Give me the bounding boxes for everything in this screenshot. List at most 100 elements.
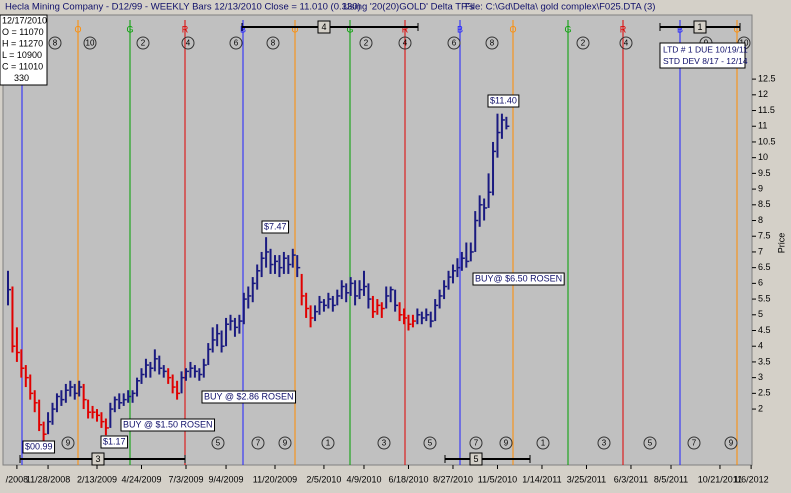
annotation: $00.99: [25, 441, 53, 451]
y-tick-label: 2: [758, 403, 763, 413]
cycle-letter: G: [564, 24, 571, 34]
bottom-circle: [499, 436, 513, 450]
subtitle: Using '20(20)GOLD' Delta TP's: [343, 2, 474, 13]
y-tick-label: 5: [758, 309, 763, 319]
top-circle-label: 8: [490, 39, 495, 48]
top-circle-label: 6: [234, 39, 239, 48]
x-tick-label: 8/5/2011: [654, 474, 688, 484]
cycle-letter: B: [457, 24, 463, 34]
top-circle: [136, 36, 150, 50]
bottom-circle: [536, 436, 550, 450]
bottom-circle: [643, 436, 657, 450]
bottom-circle-label: 7: [692, 439, 697, 448]
range-box: [91, 452, 105, 466]
annotation: BUY @ $1.50 ROSEN: [123, 419, 213, 429]
bottom-circle-label: 9: [729, 439, 734, 448]
bottom-circle-label: 5: [216, 439, 221, 448]
top-circle: [359, 36, 373, 50]
y-axis-label: Price: [776, 233, 786, 254]
cycle-letter: O: [509, 24, 516, 34]
cycle-letter: R: [402, 24, 409, 34]
annotation-box: [120, 418, 216, 432]
bottom-circle-label: 3: [602, 439, 607, 448]
bottom-circle: [321, 436, 335, 450]
x-tick-label: 3/25/2011: [567, 474, 606, 484]
chart-title: Hecla Mining Company - D12/99 - WEEKLY B…: [5, 2, 361, 13]
bottom-circle-label: 7: [474, 439, 479, 448]
cycle-letter: B: [240, 24, 246, 34]
y-tick-label: 3.5: [758, 356, 771, 366]
x-tick-label: 6/3/2011: [614, 474, 648, 484]
bottom-circle: [211, 436, 225, 450]
top-circle: [398, 36, 412, 50]
top-circle-label: 8: [53, 39, 58, 48]
x-tick-label: 4/9/2010: [346, 474, 381, 484]
top-circle: [485, 36, 499, 50]
info-line: C = 11010: [2, 61, 43, 71]
annotation-box: [487, 94, 520, 108]
y-tick-label: 6.5: [758, 262, 771, 272]
annotation-box: [261, 220, 290, 234]
range-box: [693, 20, 707, 34]
top-circle-label: 6: [452, 39, 457, 48]
y-tick-label: 2.5: [758, 388, 771, 398]
y-tick-label: 12.5: [758, 73, 776, 83]
top-circle: [48, 36, 62, 50]
bottom-circle: [251, 436, 265, 450]
top-circle-label: 10: [86, 39, 95, 48]
y-tick-label: 5.5: [758, 293, 771, 303]
y-tick-label: 11: [758, 121, 767, 131]
bottom-circle: [61, 436, 75, 450]
x-tick-label: 6/18/2010: [388, 474, 428, 484]
info-line: O = 11070: [2, 27, 44, 37]
top-circle: [447, 36, 461, 50]
annotation: $1.17: [103, 436, 126, 446]
top-circle-label: 4: [186, 39, 191, 48]
bottom-circle-label: 9: [504, 439, 509, 448]
note-box: [659, 42, 746, 69]
y-tick-label: 4.5: [758, 325, 771, 335]
bottom-circle: [423, 436, 437, 450]
x-tick-label: 11/20/2009: [253, 474, 297, 484]
x-tick-label: 8/27/2010: [433, 474, 473, 484]
x-tick-label: 9/4/2009: [209, 474, 244, 484]
annotation-box: [472, 272, 565, 286]
cycle-letter: O: [291, 24, 298, 34]
bottom-circle: [724, 436, 738, 450]
y-tick-label: 8: [758, 215, 763, 225]
annotation-box: [22, 440, 56, 454]
annotation-box: [201, 390, 297, 404]
bottom-circle: [469, 436, 483, 450]
y-tick-label: 8.5: [758, 199, 771, 209]
top-circle-label: 4: [403, 39, 408, 48]
y-tick-label: 7: [758, 246, 763, 256]
range-box-label: 3: [95, 454, 100, 464]
note-line: STD DEV 8/17 - 12/14: [663, 56, 748, 66]
top-circle-label: 8: [271, 39, 276, 48]
top-circle-label: 2: [581, 39, 586, 48]
range-box: [469, 452, 483, 466]
top-circle-label: 2: [364, 39, 369, 48]
range-box-label: 1: [697, 22, 702, 32]
y-tick-label: 7.5: [758, 231, 771, 241]
y-tick-label: 12: [758, 89, 768, 99]
top-circle: [266, 36, 280, 50]
y-tick-label: 6: [758, 278, 763, 288]
range-box-label: 4: [321, 22, 326, 32]
file-label: File: C:\Gd\Delta\ gold complex\F025.DTA…: [465, 2, 655, 13]
cycle-letter: G: [346, 24, 353, 34]
x-tick-label: 11/5/2010: [478, 474, 517, 484]
x-tick-label: 4/24/2009: [121, 474, 161, 484]
x-tick-label: 1/14/2011: [522, 474, 561, 484]
x-tick-label: 1/6/2012: [734, 474, 769, 484]
info-line: 330: [14, 73, 29, 83]
bottom-circle-label: 5: [648, 439, 653, 448]
bottom-circle-label: 1: [541, 439, 546, 448]
cycle-letter: G: [126, 24, 133, 34]
top-circle: [576, 36, 590, 50]
bottom-circle: [377, 436, 391, 450]
info-box: [0, 14, 48, 86]
annotation: BUY@ $6.50 ROSEN: [475, 273, 562, 283]
y-tick-label: 10: [758, 152, 768, 162]
bottom-circle: [687, 436, 701, 450]
